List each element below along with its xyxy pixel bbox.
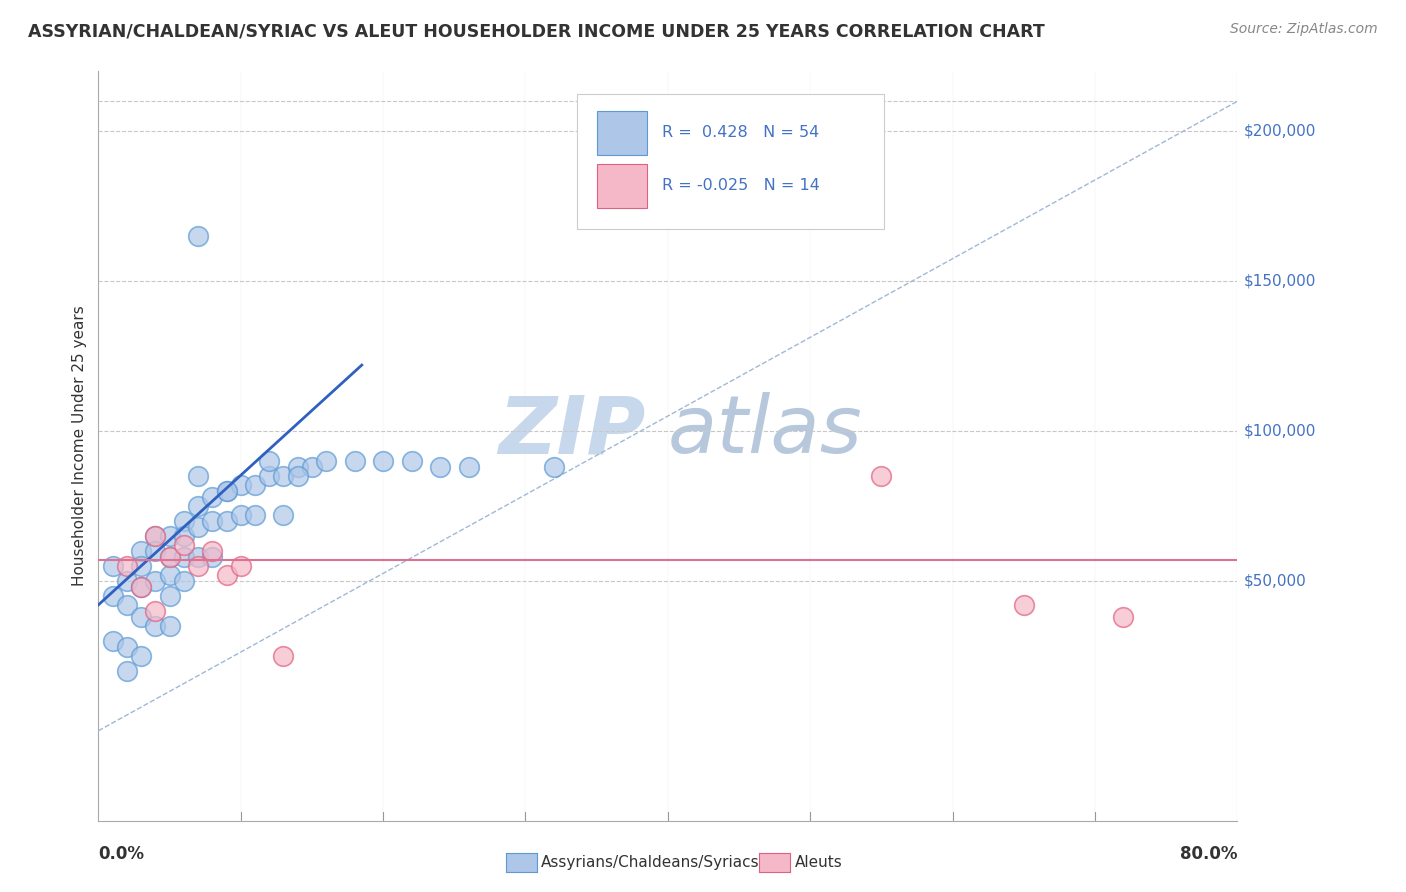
Text: $100,000: $100,000 <box>1244 424 1316 439</box>
Point <box>1112 610 1135 624</box>
Point <box>173 529 195 543</box>
Point <box>173 574 195 588</box>
Point <box>129 558 152 573</box>
Point <box>429 460 451 475</box>
Point <box>115 558 138 573</box>
Text: $150,000: $150,000 <box>1244 274 1316 289</box>
Text: R = -0.025   N = 14: R = -0.025 N = 14 <box>662 178 820 193</box>
Text: ZIP: ZIP <box>498 392 645 470</box>
Point <box>145 529 167 543</box>
Point <box>115 574 138 588</box>
Point <box>273 648 295 663</box>
Point <box>159 589 181 603</box>
Text: $50,000: $50,000 <box>1244 574 1308 589</box>
Point <box>1012 598 1035 612</box>
Point <box>129 648 152 663</box>
Text: atlas: atlas <box>668 392 863 470</box>
Point <box>145 619 167 633</box>
Text: ASSYRIAN/CHALDEAN/SYRIAC VS ALEUT HOUSEHOLDER INCOME UNDER 25 YEARS CORRELATION : ASSYRIAN/CHALDEAN/SYRIAC VS ALEUT HOUSEH… <box>28 22 1045 40</box>
Y-axis label: Householder Income Under 25 years: Householder Income Under 25 years <box>72 306 87 586</box>
Point <box>101 589 124 603</box>
Point <box>173 538 195 552</box>
Point <box>373 454 395 468</box>
Point <box>145 529 167 543</box>
Point <box>457 460 479 475</box>
Point <box>215 483 238 498</box>
Point <box>115 664 138 678</box>
Point <box>159 549 181 564</box>
Point <box>145 574 167 588</box>
Point <box>243 478 266 492</box>
Point <box>870 469 893 483</box>
Point <box>187 229 209 244</box>
Point <box>315 454 337 468</box>
Point <box>101 633 124 648</box>
Point <box>229 508 252 522</box>
Point <box>187 549 209 564</box>
Point <box>201 544 224 558</box>
Point <box>187 469 209 483</box>
Point <box>343 454 366 468</box>
Text: Aleuts: Aleuts <box>794 855 842 870</box>
Point <box>229 478 252 492</box>
Point <box>201 514 224 528</box>
Point <box>129 580 152 594</box>
Text: 0.0%: 0.0% <box>98 845 145 863</box>
Point <box>201 490 224 504</box>
Point <box>101 558 124 573</box>
Point <box>159 529 181 543</box>
Point <box>259 454 281 468</box>
Point <box>543 460 565 475</box>
Point <box>159 549 181 564</box>
FancyBboxPatch shape <box>576 94 884 228</box>
Point <box>215 514 238 528</box>
Text: R =  0.428   N = 54: R = 0.428 N = 54 <box>662 125 820 140</box>
Point <box>159 567 181 582</box>
Point <box>259 469 281 483</box>
Point <box>187 499 209 513</box>
Point <box>129 544 152 558</box>
Point <box>215 483 238 498</box>
Text: $200,000: $200,000 <box>1244 124 1316 139</box>
Point <box>301 460 323 475</box>
Point <box>173 514 195 528</box>
Point <box>129 580 152 594</box>
Point <box>201 549 224 564</box>
Point <box>145 604 167 618</box>
Point <box>173 549 195 564</box>
Text: Assyrians/Chaldeans/Syriacs: Assyrians/Chaldeans/Syriacs <box>541 855 759 870</box>
Point <box>243 508 266 522</box>
FancyBboxPatch shape <box>598 163 647 208</box>
Point <box>187 558 209 573</box>
Point <box>287 469 309 483</box>
Point <box>129 610 152 624</box>
Point <box>287 460 309 475</box>
Point <box>215 567 238 582</box>
Point <box>145 544 167 558</box>
FancyBboxPatch shape <box>598 112 647 155</box>
Point <box>187 520 209 534</box>
Point <box>115 640 138 654</box>
Point <box>273 508 295 522</box>
Point <box>115 598 138 612</box>
Text: 80.0%: 80.0% <box>1180 845 1237 863</box>
Point <box>401 454 423 468</box>
Point <box>273 469 295 483</box>
Point <box>159 619 181 633</box>
Text: Source: ZipAtlas.com: Source: ZipAtlas.com <box>1230 22 1378 37</box>
Point <box>229 558 252 573</box>
